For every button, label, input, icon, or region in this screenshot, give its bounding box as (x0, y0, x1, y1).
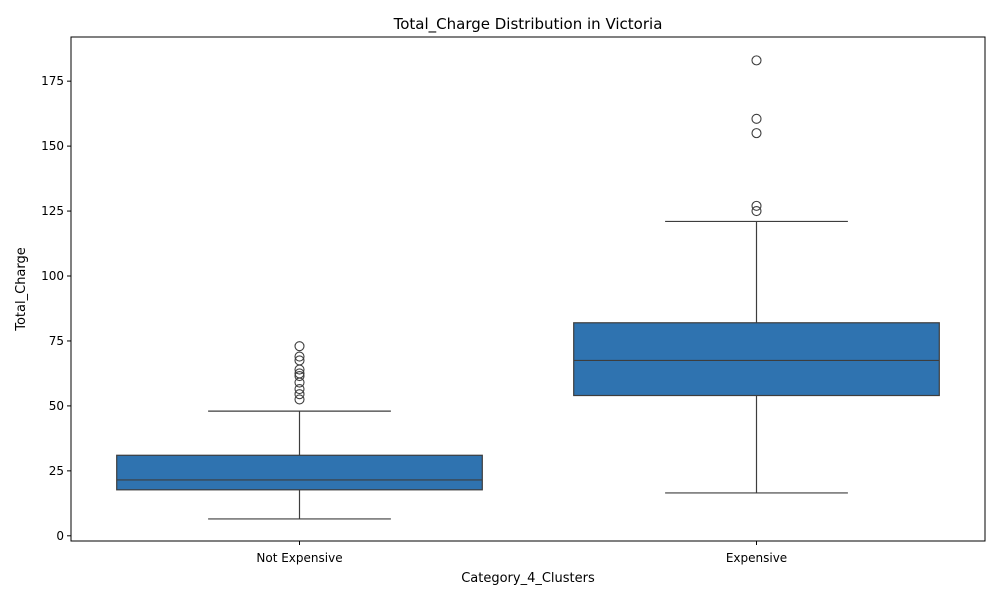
x-tick-label: Not Expensive (256, 551, 342, 565)
y-tick-label: 175 (41, 74, 64, 88)
plot-area (116, 55, 940, 520)
plot-frame (70, 36, 986, 542)
outlier-point (751, 128, 762, 139)
outlier-point (294, 351, 305, 362)
iqr-box (573, 322, 940, 397)
y-tick-label: 25 (49, 464, 64, 478)
outlier-point (751, 113, 762, 124)
box-group (116, 341, 483, 520)
iqr-box (116, 454, 483, 491)
y-tick-label: 75 (49, 334, 64, 348)
box-group (573, 55, 940, 494)
y-tick-label: 50 (49, 399, 64, 413)
outlier-point (294, 389, 305, 400)
outlier-point (294, 394, 305, 405)
x-axis: Not Expensive Expensive (256, 541, 787, 565)
y-axis-label: Total_Charge (14, 247, 29, 332)
outlier-point (294, 341, 305, 352)
x-axis-label: Category_4_Clusters (461, 571, 595, 586)
y-tick-label: 0 (56, 529, 64, 543)
y-axis: 0 25 50 75 100 125 150 175 (41, 74, 71, 543)
y-tick-label: 100 (41, 269, 64, 283)
outlier-point (294, 370, 305, 382)
x-tick-label: Expensive (726, 551, 787, 565)
outlier-point (751, 55, 762, 66)
outlier-point (294, 355, 305, 366)
outlier-point (751, 206, 762, 217)
y-tick-label: 125 (41, 204, 64, 218)
outlier-point (294, 383, 305, 395)
outlier-point (294, 368, 305, 379)
chart-title: Total_Charge Distribution in Victoria (393, 15, 663, 34)
outlier-point (751, 200, 762, 211)
y-tick-label: 150 (41, 139, 64, 153)
